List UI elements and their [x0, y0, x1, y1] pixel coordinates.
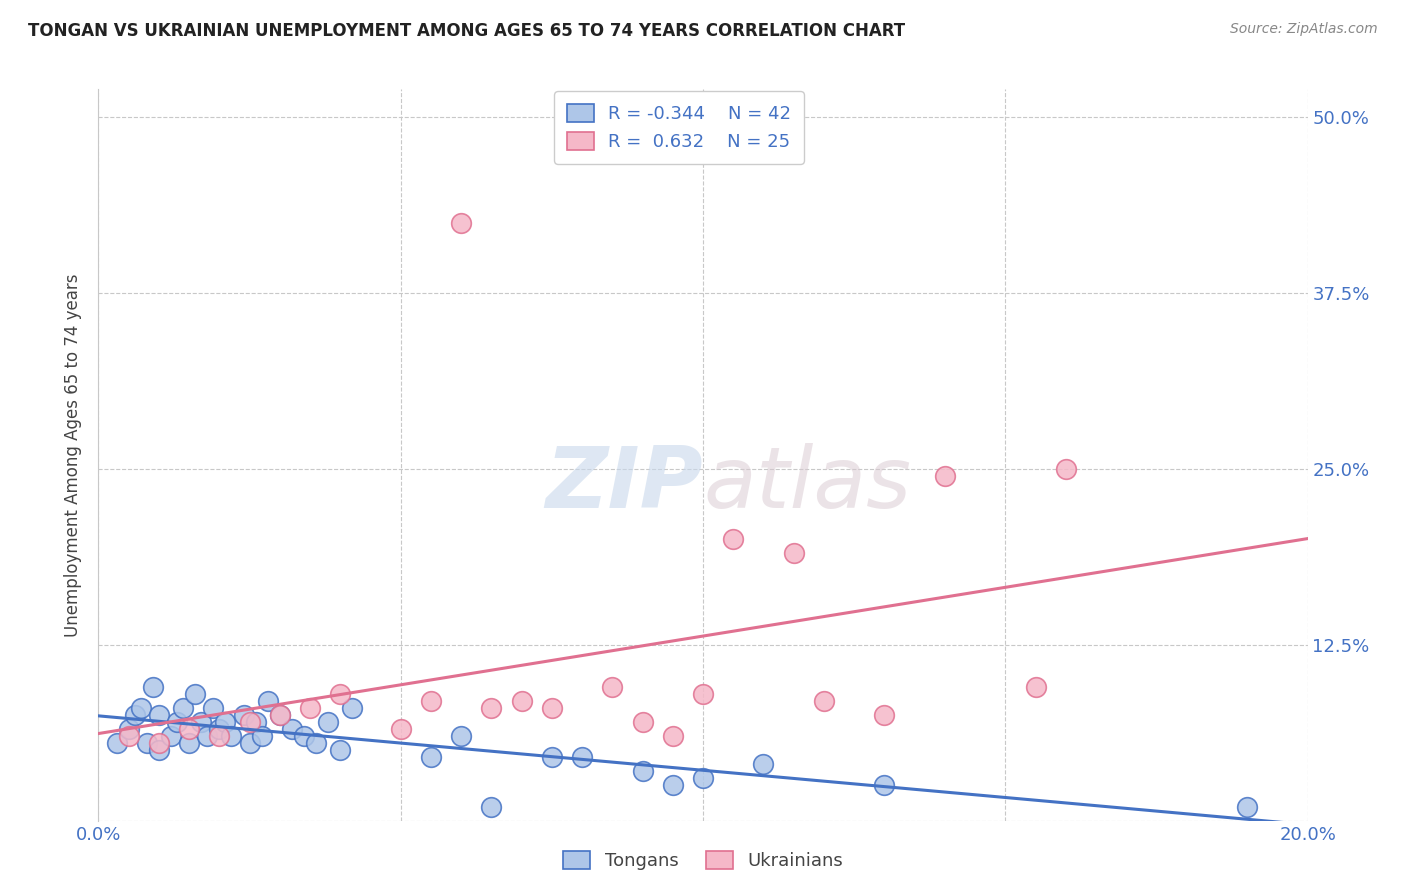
Point: [540, 750, 562, 764]
Point: [934, 469, 956, 483]
Point: [129, 701, 152, 715]
Text: Source: ZipAtlas.com: Source: ZipAtlas.com: [1230, 22, 1378, 37]
Point: [631, 764, 654, 779]
Point: [631, 715, 654, 730]
Point: [481, 701, 503, 715]
Point: [250, 729, 273, 743]
Point: [342, 701, 364, 715]
Point: [105, 736, 128, 750]
Point: [510, 694, 533, 708]
Point: [148, 743, 170, 757]
Point: [142, 680, 165, 694]
Point: [148, 736, 170, 750]
Point: [662, 779, 685, 793]
Point: [873, 779, 896, 793]
Point: [602, 680, 624, 694]
Point: [269, 708, 291, 723]
Point: [239, 715, 262, 730]
Text: TONGAN VS UKRAINIAN UNEMPLOYMENT AMONG AGES 65 TO 74 YEARS CORRELATION CHART: TONGAN VS UKRAINIAN UNEMPLOYMENT AMONG A…: [28, 22, 905, 40]
Point: [1054, 462, 1077, 476]
Point: [420, 750, 443, 764]
Point: [148, 708, 170, 723]
Point: [118, 723, 141, 737]
Point: [316, 715, 339, 730]
Point: [172, 701, 194, 715]
Text: atlas: atlas: [703, 442, 911, 525]
Point: [571, 750, 593, 764]
Point: [873, 708, 896, 723]
Point: [135, 736, 157, 750]
Point: [202, 701, 225, 715]
Point: [160, 729, 183, 743]
Point: [124, 708, 146, 723]
Point: [281, 723, 304, 737]
Point: [450, 729, 472, 743]
Point: [221, 729, 243, 743]
Point: [305, 736, 328, 750]
Point: [292, 729, 315, 743]
Point: [389, 723, 412, 737]
Point: [214, 715, 236, 730]
Point: [481, 799, 503, 814]
Point: [752, 757, 775, 772]
Point: [692, 687, 714, 701]
Point: [723, 533, 745, 547]
Point: [540, 701, 562, 715]
Point: [256, 694, 278, 708]
Point: [329, 687, 352, 701]
Point: [692, 772, 714, 786]
Point: [195, 729, 218, 743]
Text: ZIP: ZIP: [546, 442, 703, 525]
Point: [184, 687, 207, 701]
Point: [662, 729, 685, 743]
Point: [232, 708, 254, 723]
Legend: Tongans, Ukrainians: Tongans, Ukrainians: [555, 844, 851, 878]
Point: [420, 694, 443, 708]
Point: [208, 723, 231, 737]
Point: [269, 708, 291, 723]
Point: [245, 715, 267, 730]
Point: [118, 729, 141, 743]
Point: [190, 715, 212, 730]
Point: [208, 729, 231, 743]
Point: [450, 216, 472, 230]
Point: [179, 723, 201, 737]
Point: [329, 743, 352, 757]
Point: [179, 736, 201, 750]
Point: [813, 694, 835, 708]
Y-axis label: Unemployment Among Ages 65 to 74 years: Unemployment Among Ages 65 to 74 years: [65, 273, 83, 637]
Point: [166, 715, 188, 730]
Point: [239, 736, 262, 750]
Point: [783, 546, 806, 560]
Point: [299, 701, 322, 715]
Point: [1024, 680, 1046, 694]
Point: [1236, 799, 1258, 814]
